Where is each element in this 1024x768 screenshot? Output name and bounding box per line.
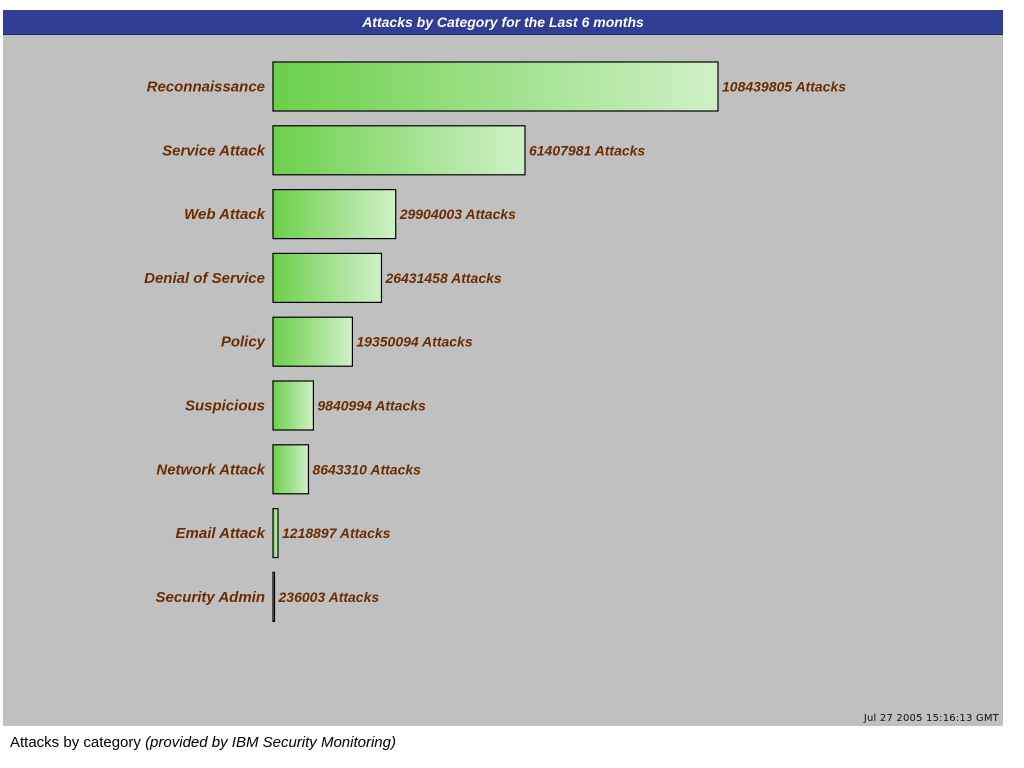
figure-caption: Attacks by category (provided by IBM Sec… [10,734,396,751]
bar [272,571,276,623]
value-label: 236003 Attacks [278,589,380,605]
category-label: Email Attack [176,525,266,542]
caption-source: (provided by IBM Security Monitoring) [145,734,396,751]
chart-panel: Attacks by Category for the Last 6 month… [3,10,1003,726]
timestamp: Jul 27 2005 15:16:13 GMT [863,713,999,724]
value-label: 19350094 Attacks [356,334,472,350]
value-label: 108439805 Attacks [722,79,846,95]
bar [272,189,397,240]
category-label: Network Attack [156,461,265,478]
value-label: 61407981 Attacks [529,142,645,158]
category-label: Suspicious [185,398,265,415]
value-label: 29904003 Attacks [399,206,516,222]
category-label: Reconnaissance [147,79,265,96]
bar [272,508,279,559]
bar [272,125,526,176]
chart-title: Attacks by Category for the Last 6 month… [3,10,1003,35]
bar [272,61,719,112]
caption-text: Attacks by category [10,734,146,751]
category-label: Denial of Service [144,270,265,287]
category-label: Security Admin [156,589,265,606]
category-label: Web Attack [184,206,266,223]
category-label: Policy [221,334,266,351]
value-label: 9840994 Attacks [317,398,426,414]
value-label: 26431458 Attacks [384,270,501,286]
value-label: 1218897 Attacks [282,525,391,541]
bar [272,316,354,367]
value-label: 8643310 Attacks [312,461,421,477]
bar-chart: Reconnaissance 108439805 Attacks Service A… [144,61,846,623]
category-label: Service Attack [162,142,265,159]
bar [272,444,310,495]
bar [272,252,383,303]
bar [272,380,314,431]
